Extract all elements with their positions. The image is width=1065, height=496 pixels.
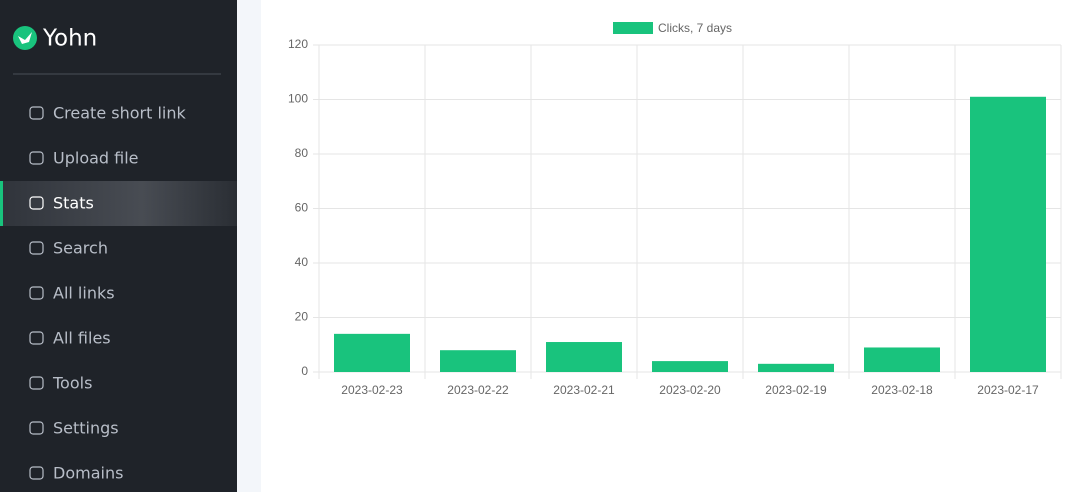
y-tick-label: 40 <box>295 255 309 269</box>
nav-icon <box>29 151 44 165</box>
nav-item[interactable]: All files <box>53 329 111 348</box>
nav-item[interactable]: Upload file <box>53 149 139 168</box>
brand[interactable]: Yohn <box>42 26 97 52</box>
bar <box>970 96 1046 373</box>
nav-item[interactable]: Settings <box>53 419 119 438</box>
x-tick-label: 2023-02-23 <box>341 383 403 397</box>
x-tick-label: 2023-02-22 <box>447 383 509 397</box>
nav-icon <box>29 196 44 210</box>
logo <box>13 26 37 50</box>
nav-icon <box>29 286 44 300</box>
nav-icon <box>29 421 44 435</box>
legend-label[interactable]: Clicks, 7 days <box>658 21 732 35</box>
x-tick-label: 2023-02-18 <box>871 383 933 397</box>
nav-icon <box>29 466 44 480</box>
nav-icon <box>29 241 44 255</box>
y-tick-label: 100 <box>288 92 308 106</box>
x-tick-label: 2023-02-17 <box>977 383 1039 397</box>
bar <box>546 342 622 372</box>
sidebar: Yohn Create short link Upload file Stats Se… <box>0 0 237 492</box>
active-marker <box>0 181 3 226</box>
bar <box>864 347 940 372</box>
x-tick-label: 2023-02-20 <box>659 383 721 397</box>
y-tick-label: 20 <box>295 310 309 324</box>
bar <box>440 350 516 372</box>
bar <box>758 363 834 372</box>
nav-icon <box>29 331 44 345</box>
x-tick-label: 2023-02-21 <box>553 383 615 397</box>
x-tick-label: 2023-02-19 <box>765 383 827 397</box>
legend-swatch <box>613 22 653 34</box>
chart: 0 20 40 60 80 100 120 2023-02-23 2023-02-22 2023-… <box>288 21 1062 397</box>
nav-icon <box>29 376 44 390</box>
content-gutter <box>237 0 261 492</box>
nav-item[interactable]: Search <box>53 239 108 258</box>
nav-item[interactable]: Domains <box>53 464 123 483</box>
nav-item[interactable]: Tools <box>52 374 92 393</box>
nav-item[interactable]: Create short link <box>53 104 186 123</box>
sidebar-svg: Yohn Create short link Upload file Stats Se… <box>0 26 237 483</box>
y-tick-label: 60 <box>295 201 309 215</box>
bar <box>334 333 410 372</box>
nav-item[interactable]: All links <box>53 284 115 303</box>
nav-item[interactable]: Stats <box>53 194 94 213</box>
logo-bird <box>18 32 32 44</box>
y-tick-label: 0 <box>301 364 308 378</box>
y-tick-label: 120 <box>288 37 308 51</box>
nav-icon <box>29 106 44 120</box>
y-tick-label: 80 <box>295 146 309 160</box>
active-bg <box>0 181 237 226</box>
bar <box>652 361 728 372</box>
